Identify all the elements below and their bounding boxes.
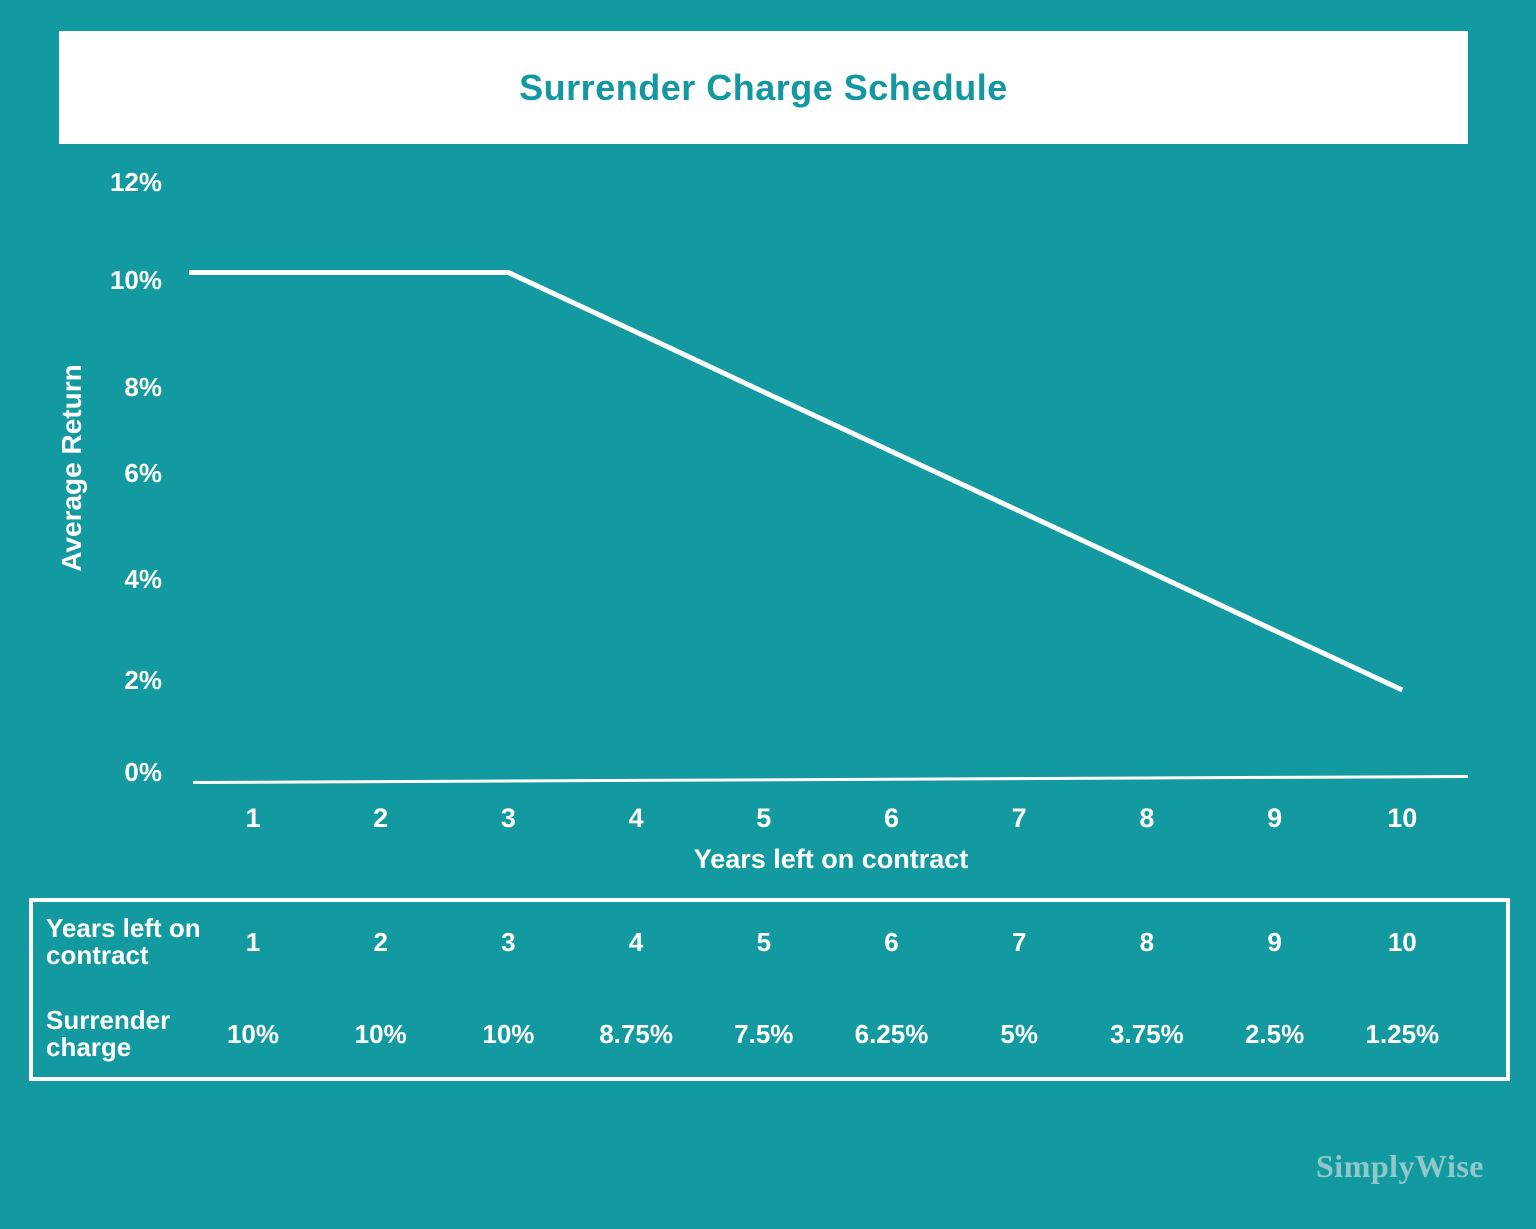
table-cell: 2 xyxy=(373,927,388,957)
schedule-table xyxy=(29,898,1510,1081)
table-cell: 3.75% xyxy=(1110,1019,1184,1049)
y-tick-label: 4% xyxy=(124,564,162,594)
x-tick-label: 1 xyxy=(245,803,261,833)
chart-title: Surrender Charge Schedule xyxy=(519,66,1008,108)
table-cell: 1.25% xyxy=(1365,1019,1440,1049)
x-tick-label: 9 xyxy=(1267,803,1283,833)
y-tick-label: 8% xyxy=(124,372,162,402)
x-tick-label: 7 xyxy=(1011,803,1027,833)
x-tick-label: 6 xyxy=(883,803,900,833)
title-bar: Surrender Charge Schedule xyxy=(59,31,1468,144)
table-cell: 3 xyxy=(501,927,516,957)
table-cell: 5% xyxy=(1000,1019,1038,1049)
x-axis-label: Years left on contract xyxy=(693,844,969,874)
table-cell: 10% xyxy=(354,1019,407,1049)
table-cell: 6 xyxy=(884,927,899,957)
y-tick-label: 6% xyxy=(124,458,162,488)
brand-logo: SimplyWise xyxy=(1316,1148,1484,1184)
table-cell: 6.25% xyxy=(854,1019,929,1049)
average-return-line xyxy=(189,270,1404,693)
table-cell: 10% xyxy=(482,1019,535,1049)
x-tick-label: 10 xyxy=(1387,803,1418,833)
table-cell: 5 xyxy=(756,927,772,957)
table-cell: 4 xyxy=(628,927,644,957)
table-cell: 1 xyxy=(245,927,261,957)
y-tick-label: 2% xyxy=(124,665,162,695)
table-cell: 9 xyxy=(1267,927,1282,957)
x-tick-label: 2 xyxy=(373,803,389,833)
table-cell: 10% xyxy=(226,1019,280,1049)
x-tick-label: 8 xyxy=(1139,803,1155,833)
x-tick-label: 3 xyxy=(500,803,516,833)
table-cell: 8.75% xyxy=(599,1019,673,1049)
x-tick-label: 5 xyxy=(756,803,772,833)
table-cell: 8 xyxy=(1139,927,1155,957)
table-cell: 2.5% xyxy=(1244,1019,1305,1049)
table-cell: 7.5% xyxy=(734,1019,794,1049)
x-tick-label: 4 xyxy=(628,803,644,833)
y-tick-label: 12% xyxy=(109,167,162,197)
table-row-label: Surrender charge xyxy=(46,1005,171,1062)
y-tick-label: 10% xyxy=(109,265,162,295)
table-cell: 10 xyxy=(1387,927,1417,957)
table-cell: 7 xyxy=(1011,927,1027,957)
table-row-label: Years left on contract xyxy=(46,913,201,970)
y-tick-label: 0% xyxy=(124,757,162,787)
x-axis-line xyxy=(192,775,1469,784)
